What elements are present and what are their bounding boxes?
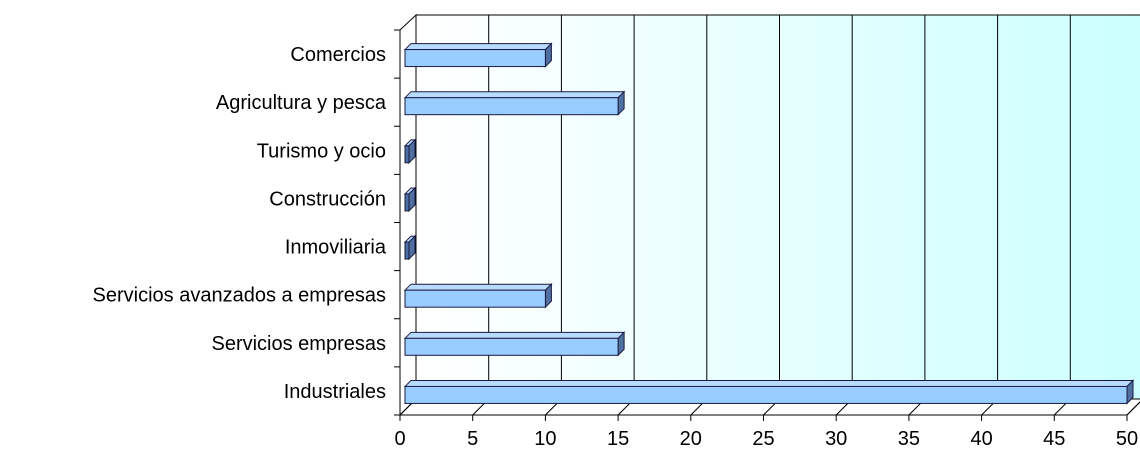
category-label: Inmoviliaria (285, 237, 387, 259)
bar (403, 234, 417, 261)
bar-front-face (404, 289, 546, 308)
x-tick-label: 10 (534, 428, 556, 450)
bar-top-face (403, 91, 626, 99)
bar-front-face (404, 145, 410, 164)
floor-gridline (1126, 401, 1140, 416)
bar-top-face (403, 331, 626, 339)
x-tick-label: 5 (467, 428, 478, 450)
bar-front-face (404, 385, 1128, 404)
x-tick-label: 40 (970, 428, 992, 450)
category-label: Construcción (269, 188, 386, 210)
bar-front-face (404, 97, 619, 116)
bar (403, 186, 417, 213)
bar (403, 90, 626, 116)
bar-front-face (404, 241, 410, 260)
bar (403, 282, 553, 309)
bar (403, 331, 626, 357)
bar-top-face (403, 43, 553, 51)
bar-front-face (404, 193, 410, 212)
bar-front-face (404, 49, 546, 68)
bar (403, 138, 417, 165)
x-tick-label: 25 (752, 428, 774, 450)
x-tick-label: 50 (1116, 428, 1138, 450)
x-tick-label: 20 (680, 428, 702, 450)
x-tick-label: 30 (825, 428, 847, 450)
category-label: Industriales (284, 381, 386, 403)
bar (403, 42, 553, 68)
category-label: Servicios avanzados a empresas (93, 285, 386, 307)
category-label: Agricultura y pesca (216, 92, 387, 114)
x-tick-label: 15 (607, 428, 629, 450)
category-label: Comercios (290, 44, 386, 66)
x-tick-label: 45 (1043, 428, 1065, 450)
bar (403, 379, 1135, 405)
x-tick-label: 35 (898, 428, 920, 450)
category-label: Servicios empresas (211, 333, 386, 355)
bar-top-face (403, 283, 553, 291)
x-tick-label: 0 (394, 428, 405, 450)
bar-front-face (404, 337, 619, 356)
category-label: Turismo y ocio (257, 140, 386, 162)
bar-top-face (403, 379, 1135, 387)
